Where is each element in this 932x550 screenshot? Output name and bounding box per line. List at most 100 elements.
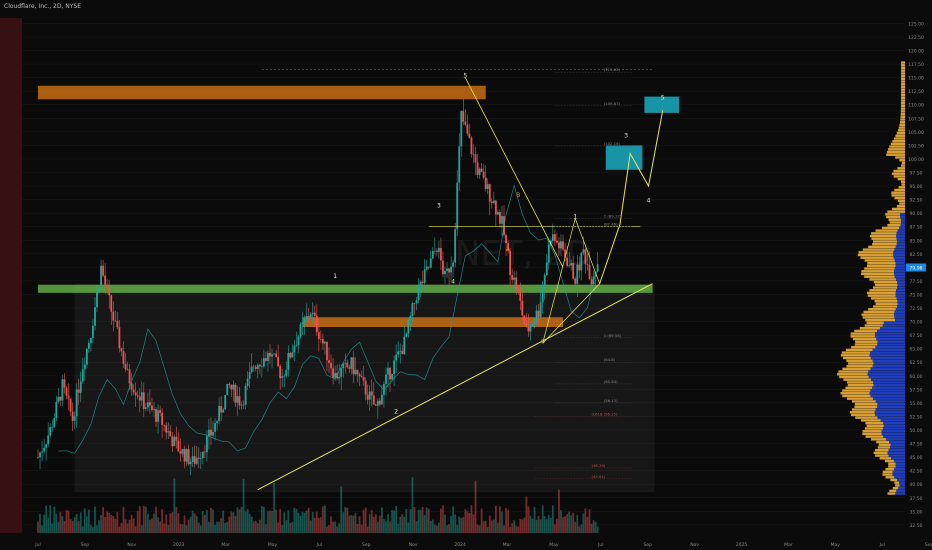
profile-bin bbox=[894, 481, 900, 484]
candle-body bbox=[171, 436, 174, 447]
profile-bin-blue bbox=[872, 359, 905, 362]
profile-bin-blue bbox=[894, 476, 905, 479]
volume-bar bbox=[51, 523, 54, 533]
volume-bar bbox=[429, 521, 432, 533]
candle-body bbox=[51, 427, 54, 428]
volume-bar bbox=[43, 514, 46, 533]
y-tick-label: 57.50 bbox=[910, 387, 923, 393]
volume-bar bbox=[63, 521, 66, 533]
candle-body bbox=[340, 368, 343, 377]
candle-body bbox=[128, 369, 131, 384]
range-box bbox=[74, 283, 655, 493]
volume-bar bbox=[497, 522, 499, 533]
profile-bin-blue bbox=[896, 286, 905, 289]
candle-body bbox=[216, 421, 218, 424]
profile-bin bbox=[859, 327, 881, 330]
candle-body bbox=[85, 348, 88, 365]
candle-body bbox=[525, 323, 528, 327]
profile-bin-blue bbox=[895, 291, 905, 295]
candle-body bbox=[265, 358, 267, 361]
volume-bar bbox=[175, 506, 178, 533]
level-label: (60.84) bbox=[604, 379, 618, 384]
profile-bin bbox=[851, 408, 876, 411]
profile-bin bbox=[850, 413, 876, 417]
volume-bar bbox=[433, 524, 436, 533]
x-tick-label: 2025 bbox=[736, 542, 748, 548]
volume-bar bbox=[499, 506, 501, 533]
candle-body bbox=[427, 266, 430, 268]
last-price-label: 79.98 bbox=[910, 265, 923, 271]
profile-bin bbox=[840, 392, 870, 395]
volume-bar bbox=[71, 521, 74, 533]
candle-body bbox=[218, 405, 221, 422]
profile-bin bbox=[847, 383, 874, 387]
volume-bar bbox=[397, 523, 400, 533]
volume-bar bbox=[199, 525, 202, 533]
volume-bar bbox=[291, 521, 294, 533]
profile-bin bbox=[900, 115, 905, 118]
candle-body bbox=[69, 398, 72, 412]
volume-bar bbox=[83, 508, 86, 533]
volume-bar bbox=[37, 521, 39, 533]
profile-bin-blue bbox=[877, 343, 905, 346]
volume-bar bbox=[242, 478, 245, 533]
volume-bar bbox=[556, 518, 558, 533]
target-box bbox=[605, 145, 643, 170]
profile-bin bbox=[842, 367, 871, 371]
candle-body bbox=[590, 279, 593, 284]
candle-body bbox=[464, 121, 467, 125]
profile-bin bbox=[849, 411, 875, 414]
volume-bar bbox=[132, 518, 135, 533]
volume-bar bbox=[507, 509, 509, 533]
profile-bin-blue bbox=[874, 411, 905, 414]
volume-bar bbox=[572, 512, 575, 533]
volume-bar bbox=[466, 511, 469, 533]
volume-bar bbox=[279, 509, 282, 533]
profile-bin bbox=[878, 443, 891, 446]
volume-bar bbox=[311, 511, 314, 533]
profile-bin-blue bbox=[870, 394, 905, 398]
candle-body bbox=[507, 243, 509, 252]
profile-bin bbox=[854, 329, 878, 333]
volume-bar bbox=[547, 514, 550, 533]
candle-body bbox=[517, 290, 520, 292]
profile-bin-blue bbox=[892, 473, 905, 476]
candle-body bbox=[104, 275, 107, 285]
candle-body bbox=[102, 265, 105, 276]
volume-bar bbox=[153, 513, 155, 533]
descending-line bbox=[464, 77, 564, 268]
profile-bin bbox=[858, 251, 894, 254]
profile-bin bbox=[879, 457, 892, 460]
profile-bin-blue bbox=[896, 278, 905, 281]
candle-body bbox=[476, 162, 479, 175]
candle-body bbox=[142, 392, 145, 409]
volume-bar bbox=[142, 505, 145, 533]
volume-bar bbox=[212, 509, 214, 533]
volume-bar bbox=[521, 519, 524, 533]
candle-body bbox=[90, 337, 92, 343]
profile-bin bbox=[852, 337, 877, 341]
profile-bin-blue bbox=[872, 386, 905, 390]
volume-bar bbox=[273, 482, 275, 533]
profile-bin bbox=[900, 118, 905, 121]
trendline bbox=[257, 283, 653, 491]
volume-bar bbox=[179, 523, 182, 533]
profile-bin bbox=[840, 354, 870, 357]
volume-bar bbox=[177, 513, 180, 533]
profile-bin-blue bbox=[887, 451, 905, 455]
volume-bar bbox=[297, 512, 300, 533]
candle-body bbox=[368, 391, 371, 400]
volume-bar bbox=[454, 514, 457, 533]
volume-bar bbox=[551, 505, 554, 533]
candle-body bbox=[450, 266, 453, 273]
candle-body bbox=[313, 312, 316, 316]
candle-body bbox=[112, 311, 115, 321]
profile-bin bbox=[889, 221, 902, 224]
profile-bin bbox=[890, 478, 897, 482]
profile-bin bbox=[901, 161, 905, 165]
profile-bin bbox=[901, 74, 905, 78]
wave-label: 4 bbox=[647, 197, 651, 204]
candle-body bbox=[195, 457, 198, 464]
candle-body bbox=[240, 404, 243, 406]
